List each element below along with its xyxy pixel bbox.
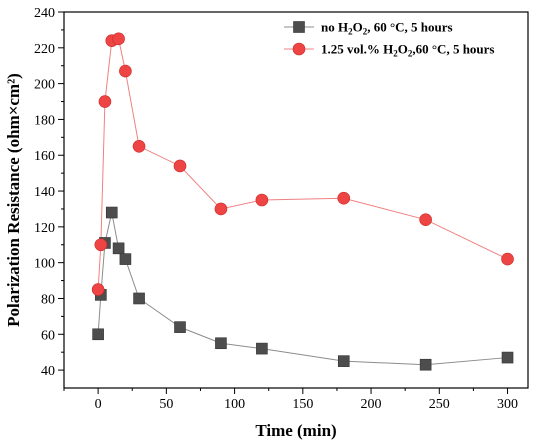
data-point-circle — [91, 283, 105, 296]
axis-ticks: 0 50 100 150 200 250 300 40 60 80 100 120 140 160 180 2… — [34, 6, 518, 412]
legend-subscript: 2 — [408, 49, 413, 59]
x-tick-label: 200 — [361, 397, 382, 412]
x-tick-label: 0 — [95, 397, 102, 412]
y-tick-label: 100 — [34, 257, 55, 272]
legend-text-part: O — [353, 20, 363, 35]
data-point-square — [419, 358, 432, 371]
legend-text-part: 1.25 vol.% H — [321, 42, 393, 57]
x-tick-label: 100 — [224, 397, 245, 412]
y-tick-label: 40 — [41, 364, 55, 379]
series-line-1 — [97, 38, 508, 290]
data-point-circle — [501, 252, 514, 266]
data-point-square — [256, 342, 268, 355]
data-point-square — [119, 253, 132, 265]
data-point-circle — [94, 238, 108, 252]
plot-frame — [63, 11, 529, 389]
legend-text-part: , 60 °C, 5 hours — [367, 20, 452, 35]
data-point-circle — [132, 139, 146, 153]
data-point-square — [133, 292, 145, 305]
y-tick-label: 60 — [41, 328, 55, 343]
y-axis-title: Polarization Resistance (ohm×cm²) — [4, 73, 23, 327]
legend-text-part: ,60 °C, 5 hours — [412, 42, 494, 57]
data-point-square — [112, 242, 125, 255]
legend-marker-circle — [292, 42, 306, 56]
legend-label-0: no H2O2, 60 °C, 5 hours — [321, 20, 453, 37]
y-tick-label: 80 — [41, 292, 55, 307]
data-point-square — [92, 328, 104, 341]
data-point-circle — [337, 191, 351, 205]
data-point-circle — [98, 95, 112, 108]
data-point-square — [501, 351, 514, 364]
data-point-circle — [214, 202, 228, 216]
x-tick-label: 250 — [429, 397, 450, 412]
x-tick-label: 150 — [292, 397, 313, 412]
data-point-circle — [112, 32, 125, 46]
y-tick-label: 240 — [34, 6, 55, 21]
y-tick-label: 220 — [34, 42, 55, 57]
x-tick-label: 300 — [497, 397, 518, 412]
legend-subscript: 2 — [348, 27, 353, 37]
legend-subscript: 2 — [363, 27, 368, 37]
legend-text-part: no H — [321, 20, 348, 35]
data-point-circle — [119, 64, 132, 78]
x-tick-label: 50 — [159, 397, 173, 412]
legend-marker-square — [293, 21, 305, 33]
series-line-0 — [97, 212, 508, 366]
data-point-square — [337, 355, 350, 367]
data-point-circle — [419, 213, 432, 226]
data-point-square — [105, 206, 118, 219]
y-tick-label: 180 — [34, 113, 55, 128]
data-point-square — [174, 321, 186, 333]
legend-text-part: O — [398, 42, 408, 57]
y-tick-label: 120 — [34, 221, 55, 236]
x-axis-title: Time (min) — [255, 421, 336, 440]
data-point-square — [215, 337, 227, 350]
y-tick-label: 140 — [34, 185, 55, 200]
y-tick-label: 200 — [34, 78, 55, 93]
data-point-circle — [173, 159, 187, 173]
series-layer — [91, 32, 514, 371]
data-point-circle — [255, 193, 269, 207]
legend-label-1: 1.25 vol.% H2O2,60 °C, 5 hours — [321, 42, 495, 59]
y-tick-label: 160 — [34, 149, 55, 164]
legend-subscript: 2 — [393, 49, 398, 59]
